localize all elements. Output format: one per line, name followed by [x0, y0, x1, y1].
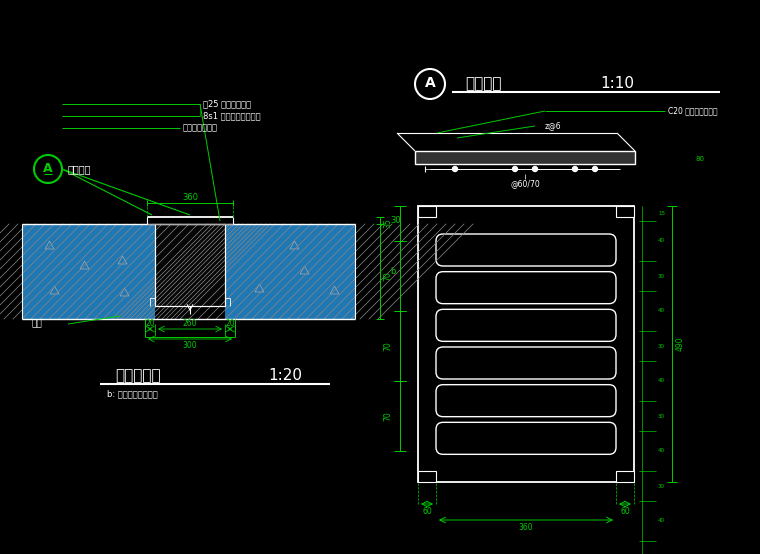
Text: 300: 300 [182, 341, 198, 351]
Text: C20 细石混凝土盖筒: C20 细石混凝土盖筒 [668, 106, 717, 115]
Text: 15: 15 [658, 211, 665, 216]
Text: z@6: z@6 [545, 121, 562, 131]
Text: A: A [425, 76, 435, 90]
Text: 35: 35 [383, 219, 392, 228]
Text: A: A [43, 162, 52, 175]
Text: 40: 40 [658, 449, 665, 454]
Bar [418, 206, 436, 217]
Text: 1:10: 1:10 [600, 76, 634, 91]
Text: 30: 30 [658, 343, 665, 348]
Text: 40: 40 [658, 239, 665, 244]
Text: b: b [390, 267, 395, 276]
Text: 70: 70 [383, 341, 392, 351]
Text: 排水沟大样: 排水沟大样 [115, 368, 160, 383]
Text: 40: 40 [658, 519, 665, 524]
Bar [155, 224, 225, 306]
Text: 360: 360 [518, 522, 534, 531]
Text: 20: 20 [225, 320, 235, 329]
Bar [225, 224, 355, 319]
Text: 厕25 水泥砂浆抹平: 厕25 水泥砂浆抹平 [203, 100, 251, 109]
FancyBboxPatch shape [436, 422, 616, 454]
Text: 70: 70 [383, 271, 392, 281]
Circle shape [452, 167, 458, 172]
Text: @60/70: @60/70 [510, 179, 540, 188]
FancyBboxPatch shape [436, 271, 616, 304]
Bar [22, 224, 155, 319]
Text: b: 根据平面图标高定: b: 根据平面图标高定 [107, 389, 158, 398]
Bar [225, 224, 355, 319]
Bar [616, 206, 634, 217]
Text: 30: 30 [658, 484, 665, 489]
Text: 490: 490 [676, 337, 685, 351]
Circle shape [533, 167, 537, 172]
Text: 混凝土防水底板: 混凝土防水底板 [183, 124, 218, 132]
Bar [22, 224, 155, 319]
Text: 底板: 底板 [32, 320, 43, 329]
FancyBboxPatch shape [436, 347, 616, 379]
Text: 70: 70 [383, 411, 392, 421]
Text: 明沟盖板: 明沟盖板 [465, 76, 502, 91]
Text: 60: 60 [620, 506, 630, 516]
Text: 30: 30 [658, 274, 665, 279]
Text: 80: 80 [695, 156, 704, 162]
FancyBboxPatch shape [436, 384, 616, 417]
Text: 20: 20 [145, 320, 155, 329]
Text: 60: 60 [422, 506, 432, 516]
Text: 30: 30 [658, 413, 665, 418]
Text: 30: 30 [390, 216, 401, 225]
Bar [616, 471, 634, 482]
Text: 360: 360 [182, 192, 198, 202]
Text: 260: 260 [182, 320, 198, 329]
Bar [418, 206, 634, 482]
Circle shape [593, 167, 597, 172]
Circle shape [512, 167, 518, 172]
Text: 40: 40 [658, 378, 665, 383]
Text: 1:20: 1:20 [268, 368, 302, 383]
Circle shape [572, 167, 578, 172]
Bar [415, 151, 635, 164]
FancyBboxPatch shape [436, 234, 616, 266]
FancyBboxPatch shape [436, 309, 616, 341]
Text: 40: 40 [658, 309, 665, 314]
Text: 8s1 玻璃纤维布防水层: 8s1 玻璃纤维布防水层 [203, 111, 261, 121]
Text: 明沟盖板: 明沟盖板 [68, 164, 91, 174]
Bar [418, 471, 436, 482]
